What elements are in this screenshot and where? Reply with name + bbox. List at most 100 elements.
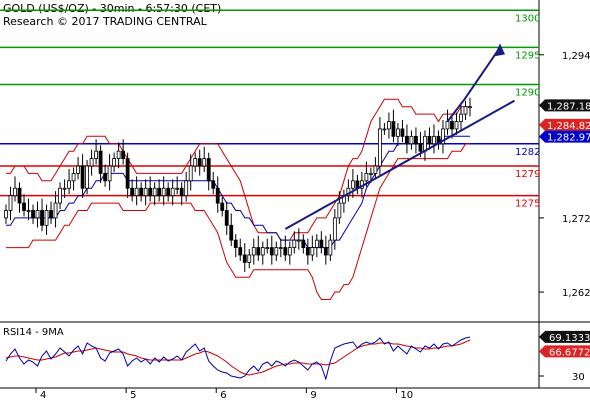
candle-body [107,165,112,182]
candle-body [405,135,409,145]
candle-body [409,135,414,145]
candle-body [44,210,49,226]
candle-body [305,247,310,256]
candle-body [116,150,121,159]
candle [103,164,108,187]
candle-body [17,187,22,204]
candle-body [328,239,333,256]
candle [301,234,306,254]
chart-title: GOLD (US$/OZ) - 30min - 6:57:30 (CET) [3,2,221,15]
level-label-1290: 1290 [515,87,540,98]
rsi-panel-title: RSI14 - 9MA [3,327,64,338]
candle [378,117,382,176]
price-tag-box [539,130,590,143]
candle [396,122,400,146]
candle-body [220,202,225,211]
candle [278,238,283,258]
candle [314,234,319,258]
candle-body [323,247,328,256]
candle-body [89,158,94,167]
bollinger-lower-line [6,143,470,300]
candle-body [251,247,256,256]
candle-body [76,165,80,174]
candle-body [112,158,117,167]
rsi-tag-red: 66.6772 [539,345,590,358]
candle-body [94,150,98,159]
rsi-line [5,336,471,381]
candle-body [396,128,400,137]
candle-body [292,239,297,248]
candle-body [368,173,373,175]
candle [49,201,53,224]
candle-body [463,106,468,115]
candle [305,238,310,265]
candle-body [22,202,26,211]
candle [175,176,180,195]
price-tick-label: 1,272 [562,214,590,225]
candle-body [31,210,35,219]
price-tag-red: 1,284.82 [539,118,590,132]
candle [238,238,243,261]
candle [332,209,337,250]
candle [265,238,270,254]
price-tag-dark: 1,287.18 [539,99,590,112]
candle-body [242,254,247,263]
candle [211,171,216,195]
candle [161,176,166,206]
candle [215,176,220,213]
candle [319,231,324,254]
candle [166,182,171,202]
candle [193,152,198,172]
candle [71,167,76,191]
candle [229,213,234,247]
candle [157,179,162,202]
rsi-ma-line [5,339,471,376]
candle [274,241,279,261]
moving-average-line [6,135,470,249]
candle [125,152,130,198]
candle-body [319,239,324,248]
candle [26,198,31,221]
candle-body [459,113,463,122]
candle-body [274,247,279,256]
candle [188,154,193,191]
candle [310,235,315,261]
candle [414,127,418,154]
rsi-tick-label: 30 [572,372,585,383]
candle-body [85,165,89,189]
x-tick-label: 6 [220,390,226,400]
candle [454,112,459,135]
candle-body [387,121,391,130]
candle [143,179,148,206]
price-axis-ticks: 1,262 1,272 1,294 [539,51,590,299]
candle [346,179,351,202]
price-tick-label: 1,262 [562,288,590,299]
candle-body [166,187,171,197]
candle [152,182,157,206]
candle [8,186,13,221]
candle [170,179,175,206]
candle-body [206,158,211,182]
candle-body [35,210,40,219]
candle [224,201,229,235]
candle [76,157,80,180]
candle-body [53,202,58,219]
bollinger-upper-line [6,98,470,241]
candle-body [49,210,53,219]
candle [387,112,391,139]
trendline-layer [284,43,515,230]
rsi-lines [5,336,471,381]
candle-body [148,187,153,197]
candle [116,142,121,169]
candle-body [224,210,229,226]
candle [287,241,292,265]
price-tags: 1,287.18 1,284.821,282.97 [539,99,590,144]
candle-body [179,187,184,197]
candle [382,122,387,135]
candle-body [229,224,234,241]
candle-body [296,239,301,242]
candle-body [373,165,378,174]
candle [292,231,297,254]
candle [423,130,427,161]
candle [269,235,274,265]
